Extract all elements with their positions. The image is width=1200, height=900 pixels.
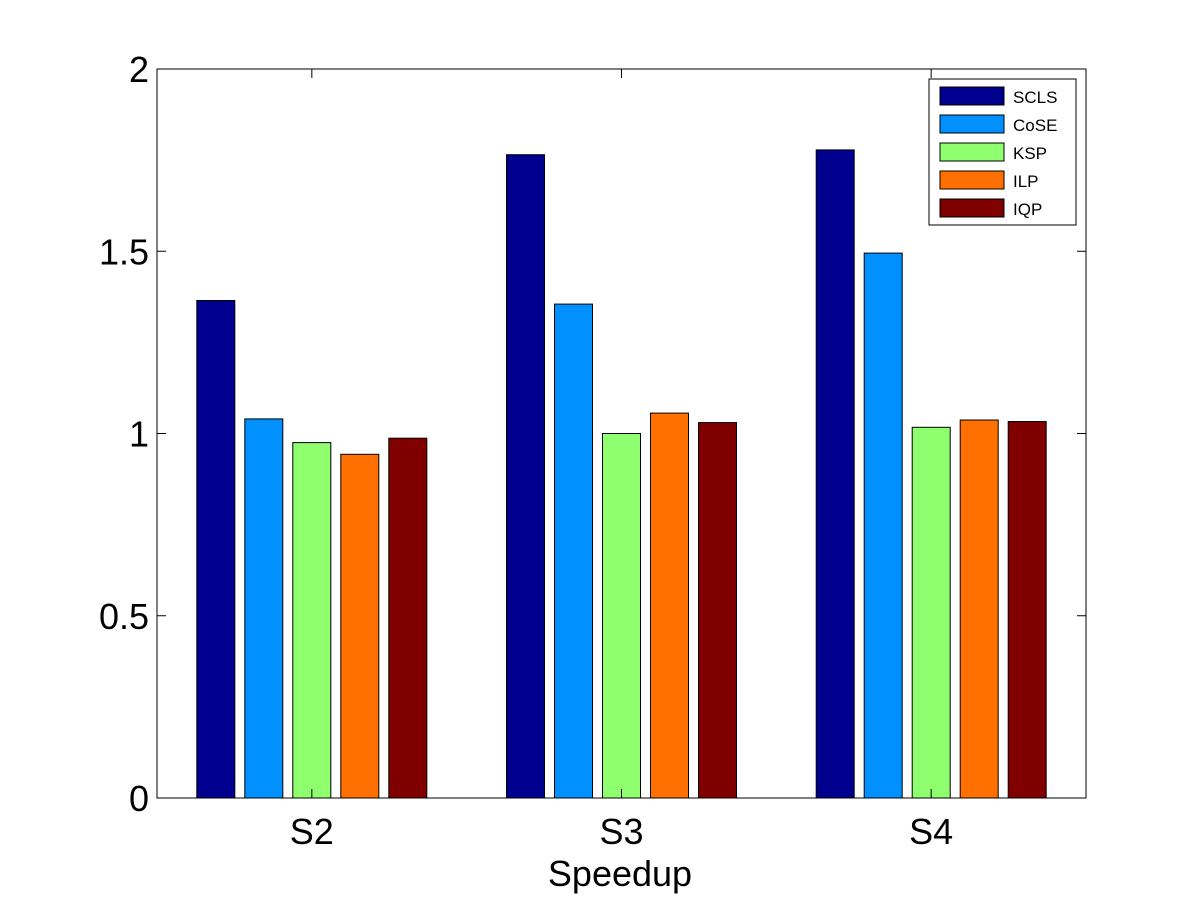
y-tick-label: 0.5	[99, 596, 149, 637]
y-tick-label: 1	[129, 414, 149, 455]
bar-ilp-s2	[341, 454, 379, 798]
y-tick-label: 2	[129, 49, 149, 90]
bar-scls-s3	[507, 155, 545, 798]
x-tick-labels: S2 S3 S4	[290, 811, 953, 852]
bar-iqp-s4	[1008, 422, 1046, 799]
bar-scls-s4	[816, 150, 854, 798]
x-tick-label: S3	[599, 811, 643, 852]
bar-ilp-s4	[960, 420, 998, 798]
y-tick-labels: 0 0.5 1 1.5 2	[99, 49, 149, 819]
y-tick-label: 1.5	[99, 231, 149, 272]
legend-swatch-ilp	[940, 171, 1004, 189]
legend-swatch-cose	[940, 115, 1004, 133]
bar-ilp-s3	[651, 413, 689, 798]
legend-label-cose: CoSE	[1013, 116, 1057, 135]
bar-cose-s3	[555, 304, 593, 798]
legend: SCLS CoSE KSP ILP IQP	[929, 79, 1076, 225]
bar-cose-s4	[864, 253, 902, 798]
bar-cose-s2	[245, 419, 283, 798]
y-tick-label: 0	[129, 778, 149, 819]
bar-iqp-s3	[699, 423, 737, 798]
bar-ksp-s4	[912, 427, 950, 798]
legend-label-iqp: IQP	[1013, 200, 1042, 219]
bar-ksp-s3	[603, 434, 641, 799]
legend-swatch-ksp	[940, 143, 1004, 161]
x-tick-label: S2	[290, 811, 334, 852]
bar-scls-s2	[197, 301, 235, 799]
x-tick-label: S4	[909, 811, 953, 852]
legend-swatch-scls	[940, 87, 1004, 105]
legend-label-ilp: ILP	[1013, 172, 1039, 191]
legend-label-ksp: KSP	[1013, 144, 1047, 163]
x-axis-title: Speedup	[548, 853, 692, 894]
legend-label-scls: SCLS	[1013, 88, 1057, 107]
bar-ksp-s2	[293, 443, 331, 798]
legend-swatch-iqp	[940, 199, 1004, 217]
bar-iqp-s2	[389, 438, 427, 798]
